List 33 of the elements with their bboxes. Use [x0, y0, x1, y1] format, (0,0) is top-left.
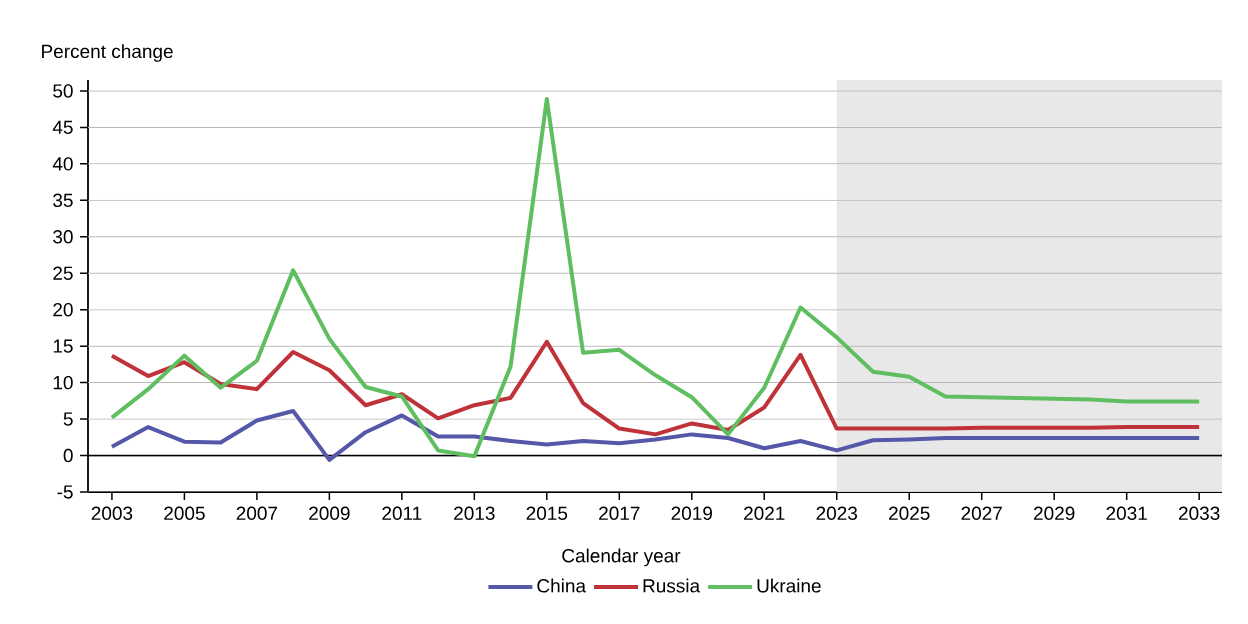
x-tick-label: 2003 [91, 506, 133, 520]
y-tick-label: 45 [52, 120, 73, 135]
y-axis-title: Percent change [42, 44, 173, 62]
y-tick-label: 25 [53, 266, 73, 280]
legend-label: Russia [643, 578, 701, 593]
x-tick-label: 2033 [1178, 506, 1220, 520]
y-tick-label: 5 [63, 412, 73, 426]
x-tick-label: 2015 [526, 506, 568, 520]
x-axis-title: Calendar year [562, 548, 681, 567]
x-tick-label: 2031 [1106, 506, 1147, 520]
legend-label: China [537, 578, 587, 593]
y-tick-label: 50 [53, 84, 73, 98]
y-tick-label: -5 [57, 485, 73, 499]
x-tick-label: 2021 [744, 506, 785, 520]
x-tick-label: 2011 [382, 506, 422, 520]
y-tick-label: 0 [63, 448, 73, 463]
x-tick-label: 2025 [889, 506, 930, 520]
y-tick-label: 40 [52, 157, 73, 171]
x-tick-label: 2007 [236, 506, 278, 520]
legend-label: Ukraine [757, 578, 821, 593]
x-tick-label: 2023 [816, 506, 858, 520]
y-tick-label: 20 [53, 302, 73, 317]
x-tick-label: 2017 [599, 506, 640, 520]
x-tick-label: 2009 [309, 506, 350, 520]
x-tick-label: 2019 [671, 506, 712, 520]
x-tick-label: 2027 [961, 506, 1002, 520]
y-tick-label: 15 [53, 339, 73, 353]
y-tick-label: 30 [53, 230, 73, 244]
y-tick-label: 35 [53, 193, 73, 208]
x-tick-label: 2029 [1034, 506, 1075, 520]
x-tick-label: 2005 [164, 506, 205, 520]
y-tick-label: 10 [53, 375, 73, 390]
x-tick-label: 2013 [454, 506, 495, 520]
